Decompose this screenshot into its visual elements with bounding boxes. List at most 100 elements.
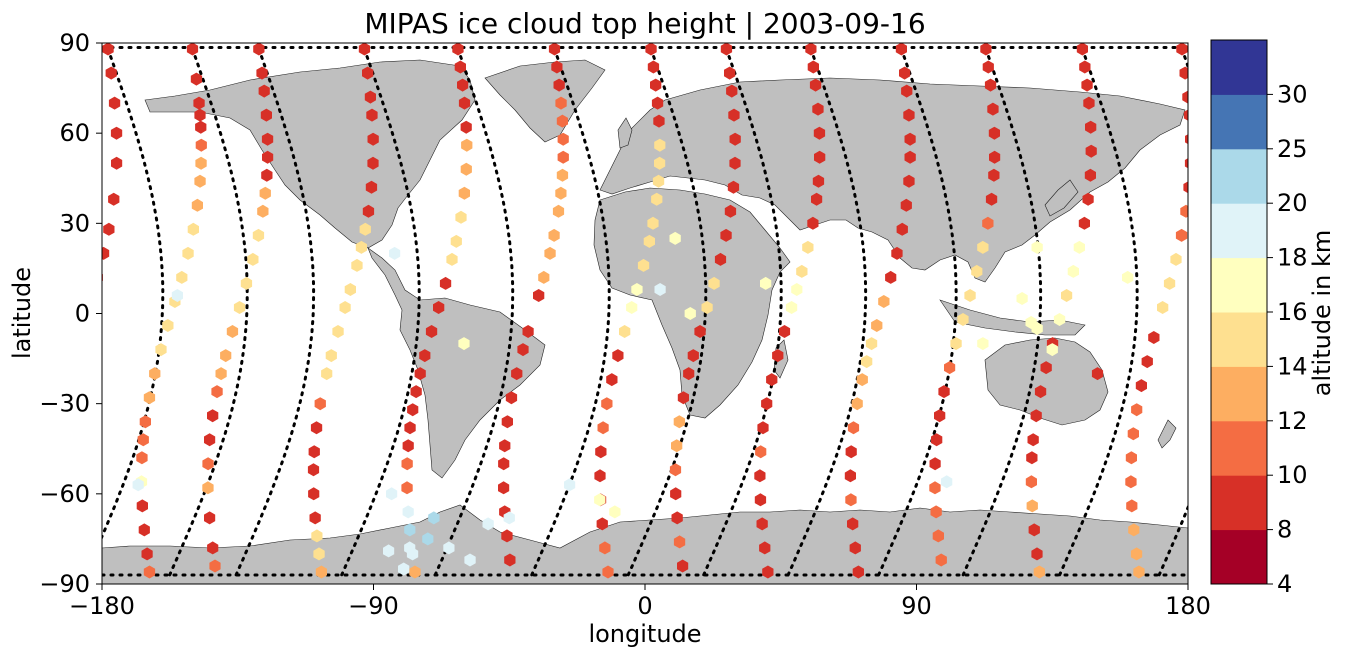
cloud-marker — [308, 487, 320, 501]
cloud-marker — [1030, 409, 1042, 423]
cloud-marker — [262, 150, 274, 164]
cloud-marker — [409, 565, 421, 579]
cloud-marker — [1034, 385, 1047, 399]
cloud-marker — [1148, 331, 1160, 344]
cloud-marker — [778, 325, 791, 338]
colorbar-band — [1211, 475, 1267, 531]
cloud-marker — [988, 168, 1000, 182]
cloud-marker — [401, 457, 413, 471]
cloud-marker — [105, 66, 117, 80]
cloud-marker — [1081, 78, 1093, 92]
cloud-marker — [253, 43, 265, 56]
cloud-marker — [903, 174, 915, 188]
cloud-marker — [261, 132, 274, 146]
cloud-marker — [398, 562, 410, 576]
cloud-marker — [404, 523, 416, 537]
cloud-marker — [766, 373, 778, 387]
cloud-marker — [464, 553, 476, 567]
cloud-marker — [901, 84, 913, 98]
cloud-marker — [402, 439, 414, 453]
cloud-marker — [458, 337, 470, 351]
cloud-marker — [364, 90, 376, 104]
cloud-marker — [964, 289, 976, 302]
cloud-marker — [673, 415, 685, 429]
cloud-marker — [900, 198, 912, 212]
x-axis-ticks: −180 −90 0 90 180 — [69, 584, 1211, 620]
land-africa — [593, 187, 791, 419]
cloud-marker — [671, 439, 683, 453]
cloud-marker — [1082, 192, 1094, 206]
cloud-marker — [1179, 66, 1188, 80]
cloud-marker — [654, 138, 666, 152]
cloud-marker — [339, 301, 351, 314]
cloud-marker — [501, 529, 513, 543]
cloud-marker — [677, 391, 689, 405]
cloud-marker — [139, 415, 151, 429]
cloud-marker — [1157, 301, 1169, 314]
cloud-marker — [982, 216, 994, 230]
cloud-marker — [461, 138, 473, 152]
cloud-marker — [1046, 343, 1058, 357]
cloud-marker — [812, 102, 824, 116]
x-axis-label: longitude — [588, 620, 701, 648]
cloud-marker — [555, 186, 567, 200]
cloud-marker — [891, 246, 903, 260]
cloud-marker — [694, 325, 706, 338]
x-tick-label: −90 — [348, 592, 399, 620]
cloud-marker — [811, 192, 823, 206]
cloud-marker — [1133, 565, 1145, 579]
cloud-marker — [756, 517, 768, 531]
cloud-marker — [1061, 289, 1073, 302]
cloud-marker — [903, 108, 915, 122]
cloud-marker — [182, 246, 194, 260]
colorbar: 4 8 10 12 14 16 18 20 25 30 — [1210, 39, 1308, 598]
orbit-track-0 — [102, 47, 165, 541]
cloud-marker — [389, 246, 401, 260]
cloud-marker — [204, 511, 216, 525]
cloud-marker — [1184, 158, 1188, 169]
cloud-marker — [176, 270, 188, 284]
cloud-marker — [53, 439, 64, 452]
cloud-marker — [556, 114, 568, 128]
cloud-marker — [671, 511, 683, 525]
cloud-marker — [310, 421, 323, 435]
cloud-marker — [1130, 547, 1143, 561]
cloud-marker — [404, 421, 416, 435]
cloud-marker — [171, 289, 183, 302]
cloud-marker — [984, 78, 997, 92]
cloud-marker — [760, 276, 772, 290]
x-tick-label: −180 — [69, 592, 135, 620]
cloud-marker — [321, 367, 333, 381]
cloud-marker — [724, 204, 737, 218]
cloud-marker — [904, 150, 916, 164]
land-japan — [1044, 179, 1079, 217]
orbit-track-6 — [625, 47, 708, 580]
cloud-marker — [895, 43, 907, 56]
colorbar-band — [1211, 312, 1267, 367]
cloud-marker — [258, 84, 270, 98]
cloud-marker — [102, 273, 103, 282]
land-australia — [984, 337, 1109, 426]
cloud-marker — [190, 72, 203, 86]
x-tick-label: 90 — [901, 592, 932, 620]
cloud-marker — [1025, 475, 1037, 489]
cloud-marker — [988, 126, 1000, 140]
cloud-marker — [362, 204, 375, 218]
cloud-marker — [132, 478, 144, 492]
cloud-marker — [433, 301, 445, 314]
cloud-marker — [619, 325, 631, 338]
cloud-marker — [1031, 240, 1043, 254]
orbit-track-3 — [338, 47, 421, 580]
cloud-marker — [597, 421, 609, 435]
cloud-marker — [845, 493, 857, 507]
cloud-marker — [812, 174, 825, 188]
cloud-marker — [553, 78, 565, 92]
cloud-marker — [564, 478, 576, 492]
cloud-marker — [599, 541, 611, 555]
cloud-marker — [108, 96, 121, 110]
cloud-markers — [53, 43, 1188, 579]
cloud-marker — [1122, 270, 1134, 284]
cloud-marker — [977, 240, 989, 254]
y-tick-label: −30 — [39, 390, 90, 418]
cloud-marker — [677, 559, 689, 573]
